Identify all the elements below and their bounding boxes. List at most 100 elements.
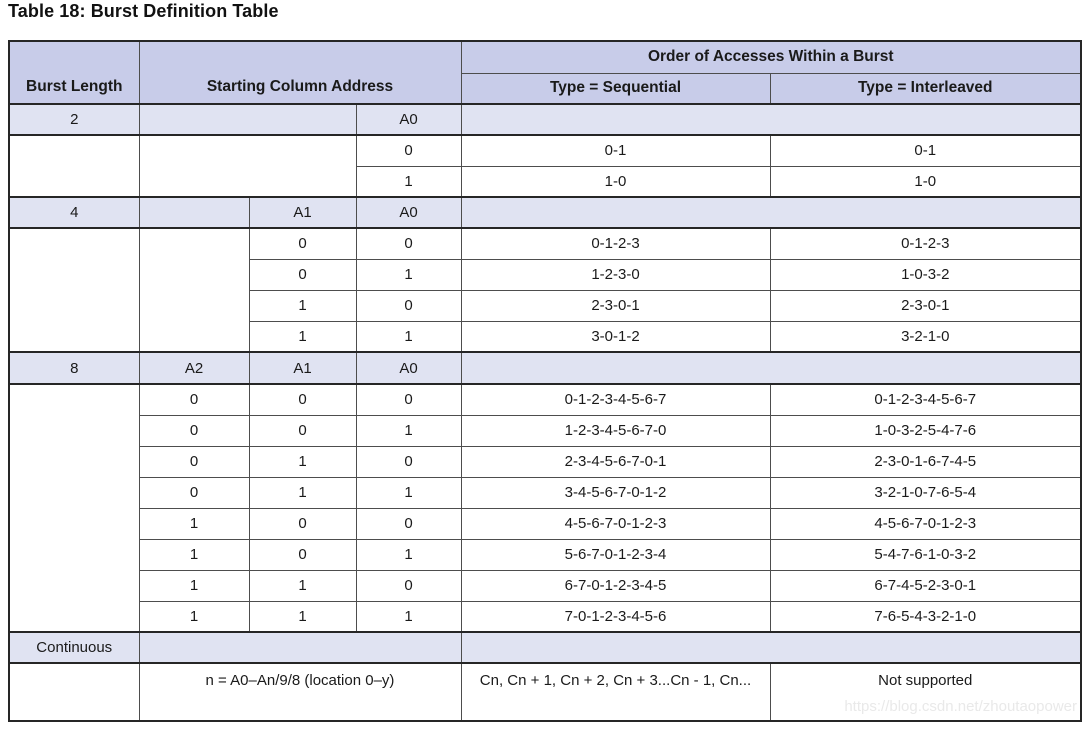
sequential-order-cell: 2-3-4-5-6-7-0-1 xyxy=(460,445,771,478)
interleaved-order-cell: 6-7-4-5-2-3-0-1 xyxy=(769,569,1082,602)
data-row: 0 0 1 1-2-3-4-5-6-7-0 1-0-3-2-5-4-7-6 xyxy=(9,414,1082,447)
address-bit-cell: 1 xyxy=(138,569,250,602)
section-header-row-continuous: Continuous xyxy=(8,631,1082,664)
col-header-type-interleaved: Type = Interleaved xyxy=(769,72,1082,105)
col-header-burst-length: Burst Length xyxy=(8,40,140,105)
blank-cell xyxy=(138,103,357,136)
interleaved-order-cell: 5-4-7-6-1-0-3-2 xyxy=(769,538,1082,571)
interleaved-order-cell: 4-5-6-7-0-1-2-3 xyxy=(769,507,1082,540)
burst-length-label: 8 xyxy=(8,351,140,385)
address-bit-cell: 1 xyxy=(355,320,462,353)
address-bit-cell: 1 xyxy=(355,538,462,571)
address-bit-cell: 0 xyxy=(355,134,462,167)
col-header-starting-column-address: Starting Column Address xyxy=(138,40,462,105)
interleaved-order-cell: 3-2-1-0-7-6-5-4 xyxy=(769,476,1082,509)
address-note-cell: n = A0–An/9/8 (location 0–y) xyxy=(138,662,462,722)
address-bit-cell: 0 xyxy=(355,445,462,478)
address-bit-cell: 0 xyxy=(138,445,250,478)
interleaved-order-cell: 0-1-2-3 xyxy=(769,227,1082,260)
address-bit-cell: 1 xyxy=(248,476,357,509)
table-title: Table 18: Burst Definition Table xyxy=(8,1,279,21)
sequential-order-cell: 1-2-3-4-5-6-7-0 xyxy=(460,414,771,447)
interleaved-order-cell: 2-3-0-1 xyxy=(769,289,1082,322)
data-row: 1 1 0 6-7-0-1-2-3-4-5 6-7-4-5-2-3-0-1 xyxy=(9,569,1082,602)
address-column-label: A0 xyxy=(355,103,462,136)
address-bit-cell: 0 xyxy=(138,414,250,447)
data-row: 1 0 2-3-0-1 2-3-0-1 xyxy=(9,289,1082,322)
address-bit-cell: 1 xyxy=(355,600,462,633)
sequential-order-cell: 6-7-0-1-2-3-4-5 xyxy=(460,569,771,602)
address-bit-cell: 1 xyxy=(248,600,357,633)
blank-cell xyxy=(8,227,140,353)
data-row: 0 0-1 0-1 xyxy=(8,134,1082,198)
blank-cell xyxy=(460,196,1082,229)
data-row: 0 1 0 2-3-4-5-6-7-0-1 2-3-0-1-6-7-4-5 xyxy=(9,445,1082,478)
address-bit-cell: 1 xyxy=(138,538,250,571)
interleaved-order-cell: 1-0-3-2-5-4-7-6 xyxy=(769,414,1082,447)
blank-cell xyxy=(138,134,357,198)
col-header-type-sequential: Type = Sequential xyxy=(460,72,771,105)
sequential-order-cell: 2-3-0-1 xyxy=(460,289,771,322)
blank-cell xyxy=(138,196,250,229)
sequential-order-cell: 0-1-2-3 xyxy=(460,227,771,260)
col-header-order-of-accesses: Order of Accesses Within a Burst xyxy=(460,40,1082,74)
address-bit-cell: 1 xyxy=(138,600,250,633)
address-bit-cell: 1 xyxy=(248,569,357,602)
address-bit-cell: 1 xyxy=(248,320,357,353)
interleaved-order-cell: 1-0 xyxy=(769,165,1082,198)
address-bit-cell: 0 xyxy=(355,507,462,540)
interleaved-order-cell: 0-1-2-3-4-5-6-7 xyxy=(769,383,1082,416)
address-bit-cell: 0 xyxy=(138,476,250,509)
address-bit-cell: 0 xyxy=(248,258,357,291)
address-bit-cell: 0 xyxy=(248,383,357,416)
blank-cell xyxy=(8,662,140,722)
burst-length-label: Continuous xyxy=(8,631,140,664)
address-bit-cell: 1 xyxy=(138,507,250,540)
address-column-label: A1 xyxy=(248,196,357,229)
interleaved-order-cell: 0-1 xyxy=(769,134,1082,167)
address-bit-cell: 0 xyxy=(355,289,462,322)
section-header-row-2: 2 A0 xyxy=(8,103,1082,136)
address-bit-cell: 1 xyxy=(355,476,462,509)
data-row: 1 0 1 5-6-7-0-1-2-3-4 5-4-7-6-1-0-3-2 xyxy=(9,538,1082,571)
table-body: 2 A0 0 0-1 0-1 1 1-0 1-0 4 A1 A0 0 0 0-1-2-3 0-1-2-3 0 1… xyxy=(8,103,1082,722)
blank-cell xyxy=(460,351,1082,385)
header-row-2: Type = Sequential Type = Interleaved xyxy=(9,72,1082,105)
address-bit-cell: 0 xyxy=(248,507,357,540)
address-column-label: A1 xyxy=(248,351,357,385)
burst-definition-table: Burst Length Starting Column Address Ord… xyxy=(8,40,1083,722)
header-row-1: Burst Length Starting Column Address Ord… xyxy=(8,40,1082,105)
blank-cell xyxy=(460,631,1082,664)
continuous-data-row: n = A0–An/9/8 (location 0–y) Cn, Cn + 1, … xyxy=(8,662,1082,722)
sequential-order-cell: 0-1-2-3-4-5-6-7 xyxy=(460,383,771,416)
address-bit-cell: 0 xyxy=(355,227,462,260)
data-row: 0 0 0 0-1-2-3-4-5-6-7 0-1-2-3-4-5-6-7 xyxy=(8,383,1082,633)
address-bit-cell: 1 xyxy=(248,445,357,478)
sequential-order-cell: Cn, Cn + 1, Cn + 2, Cn + 3...Cn - 1, Cn.… xyxy=(460,662,771,722)
address-bit-cell: 0 xyxy=(248,414,357,447)
address-bit-cell: 0 xyxy=(355,383,462,416)
address-bit-cell: 0 xyxy=(248,227,357,260)
address-column-label: A0 xyxy=(355,351,462,385)
blank-cell xyxy=(138,631,462,664)
address-bit-cell: 0 xyxy=(355,569,462,602)
interleaved-order-cell: 3-2-1-0 xyxy=(769,320,1082,353)
interleaved-order-cell: 7-6-5-4-3-2-1-0 xyxy=(769,600,1082,633)
burst-length-label: 2 xyxy=(8,103,140,136)
address-bit-cell: 0 xyxy=(138,383,250,416)
sequential-order-cell: 1-0 xyxy=(460,165,771,198)
blank-cell xyxy=(460,103,1082,136)
interleaved-order-cell: Not supported xyxy=(769,662,1082,722)
burst-length-label: 4 xyxy=(8,196,140,229)
sequential-order-cell: 0-1 xyxy=(460,134,771,167)
section-header-row-4: 4 A1 A0 xyxy=(8,196,1082,229)
sequential-order-cell: 7-0-1-2-3-4-5-6 xyxy=(460,600,771,633)
address-bit-cell: 1 xyxy=(355,258,462,291)
sequential-order-cell: 5-6-7-0-1-2-3-4 xyxy=(460,538,771,571)
blank-cell xyxy=(8,383,140,633)
table-header: Burst Length Starting Column Address Ord… xyxy=(8,40,1082,105)
data-row: 1 1-0 1-0 xyxy=(9,165,1082,198)
interleaved-order-cell: 1-0-3-2 xyxy=(769,258,1082,291)
address-bit-cell: 1 xyxy=(248,289,357,322)
